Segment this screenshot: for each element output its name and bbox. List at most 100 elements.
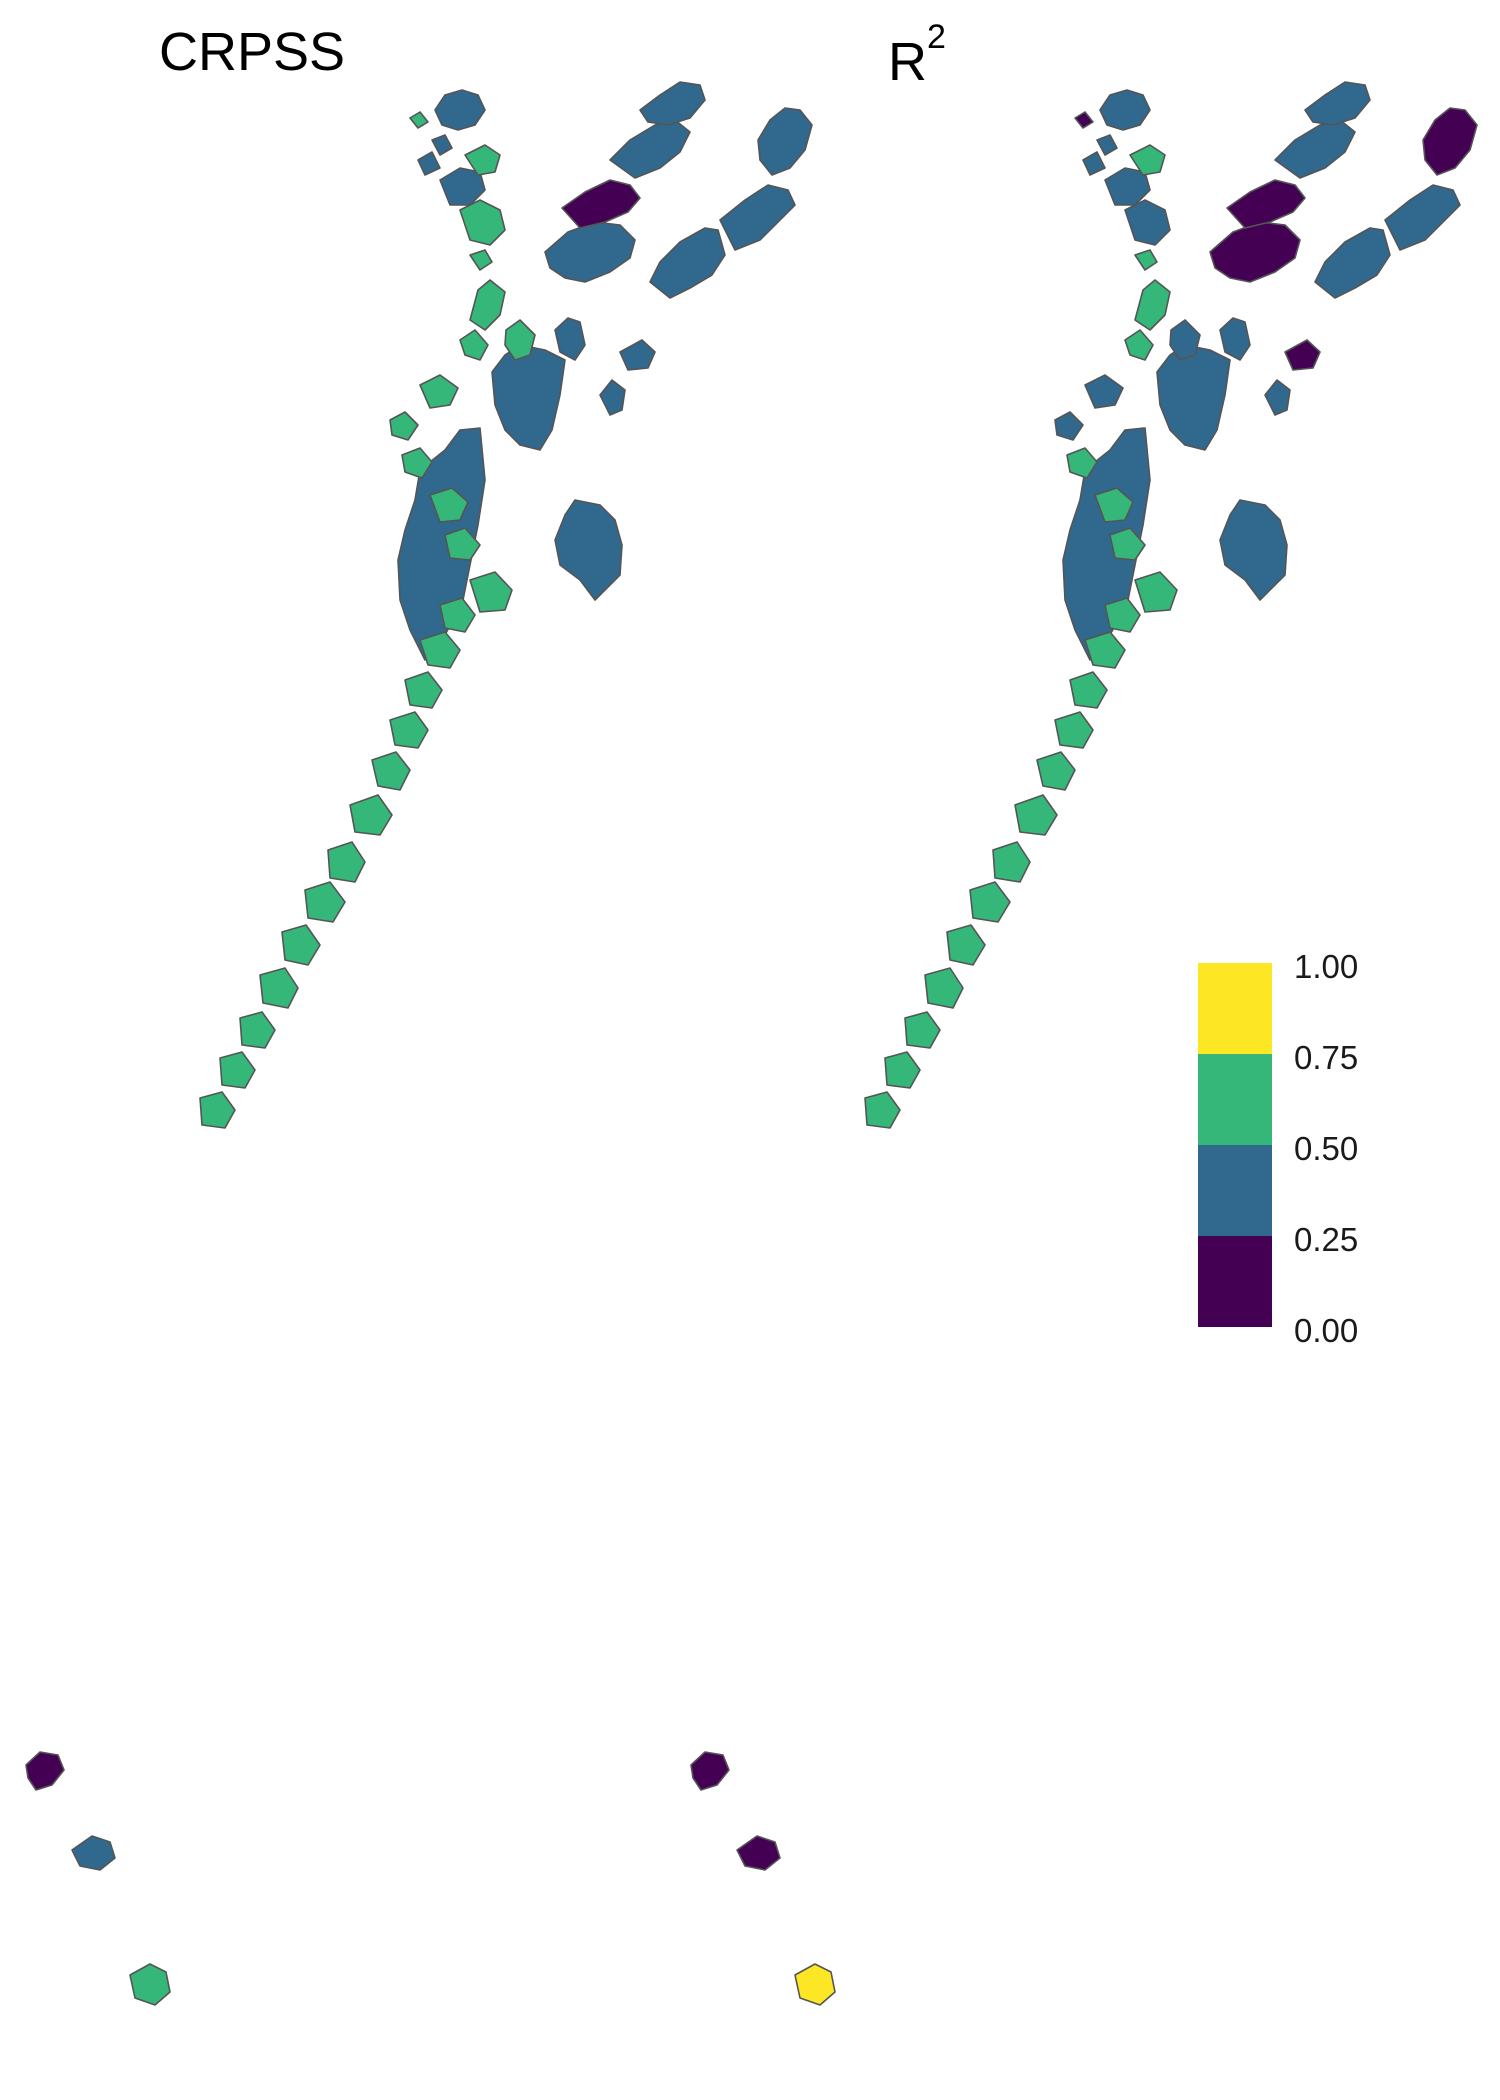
- legend-tick-0.75: 0.75: [1294, 1039, 1358, 1076]
- map-region: [401, 447, 433, 479]
- map-region: [719, 184, 796, 251]
- map-region: [439, 167, 486, 206]
- map-region: [219, 1051, 256, 1089]
- map-region: [1384, 184, 1461, 251]
- map-region: [1099, 89, 1151, 131]
- map-region: [239, 1011, 276, 1049]
- map-region: [419, 631, 461, 669]
- map-region: [1219, 499, 1288, 601]
- map-region: [561, 179, 641, 229]
- map-region: [1264, 379, 1291, 416]
- map-region: [371, 751, 411, 791]
- map-region: [1054, 711, 1094, 749]
- map-region: [304, 881, 346, 923]
- map-region: [1104, 167, 1151, 206]
- map-region: [459, 199, 506, 246]
- map-region: [469, 279, 506, 331]
- legend-tick-0.00: 0.00: [1294, 1312, 1358, 1349]
- map-region: [1226, 179, 1306, 229]
- map-region: [1284, 339, 1321, 371]
- map-region: [639, 81, 706, 126]
- map-region: [649, 227, 726, 299]
- map-region: [1084, 374, 1124, 409]
- map-region: [1422, 107, 1478, 176]
- crpss-title: CRPSS: [159, 22, 345, 82]
- map-region: [404, 671, 443, 709]
- map-region: [1129, 144, 1166, 176]
- map-region: [1062, 427, 1151, 661]
- legend-bin-0.25-0.50: [1198, 1145, 1272, 1236]
- map-region: [1209, 221, 1301, 283]
- map-region: [129, 1963, 171, 2006]
- map-region: [690, 1751, 730, 1791]
- legend-tick-0.50: 0.50: [1294, 1130, 1358, 1167]
- map-region: [1069, 671, 1108, 709]
- map-region: [946, 924, 986, 966]
- map-region: [1134, 279, 1171, 331]
- map-region: [1066, 447, 1098, 479]
- map-region: [259, 967, 299, 1009]
- legend-tick-0.25: 0.25: [1294, 1221, 1358, 1258]
- map-region: [459, 329, 489, 361]
- legend-bin-0.50-0.75: [1198, 1054, 1272, 1145]
- map-region: [1124, 199, 1171, 246]
- map-region: [389, 411, 419, 441]
- map-region: [1082, 151, 1106, 176]
- map-region: [431, 134, 453, 156]
- map-region: [1094, 487, 1134, 523]
- r2-title: R2: [888, 18, 946, 92]
- map-region: [327, 841, 366, 883]
- map-region: [1219, 317, 1251, 361]
- map-region: [491, 344, 566, 451]
- map-region: [349, 794, 393, 836]
- map-region: [71, 1835, 116, 1871]
- color-legend: 1.00 0.75 0.50 0.25 0.00: [1198, 948, 1358, 1349]
- map-region: [469, 571, 513, 613]
- map-region: [969, 881, 1011, 923]
- map-region: [504, 319, 536, 361]
- map-region: [429, 487, 469, 523]
- south-map-crpss: [25, 89, 536, 2006]
- legend-bin-0.00-0.25: [1198, 1236, 1272, 1327]
- map-region: [1274, 119, 1356, 179]
- map-region: [884, 1051, 921, 1089]
- map-region: [554, 317, 586, 361]
- map-region: [1169, 319, 1201, 361]
- map-region: [1134, 249, 1158, 271]
- map-region: [619, 339, 656, 371]
- map-region: [1304, 81, 1371, 126]
- map-region: [736, 1835, 781, 1871]
- map-region: [757, 107, 813, 176]
- map-region: [992, 841, 1031, 883]
- map-region: [417, 151, 441, 176]
- map-region: [794, 1963, 836, 2006]
- map-region: [409, 111, 429, 129]
- map-region: [1314, 227, 1391, 299]
- map-region: [1096, 134, 1118, 156]
- map-region: [464, 144, 501, 176]
- map-region: [1109, 527, 1146, 561]
- map-region: [469, 249, 493, 271]
- map-region: [419, 374, 459, 409]
- map-region: [397, 427, 486, 661]
- map-region: [924, 967, 964, 1009]
- map-region: [554, 499, 623, 601]
- map-region: [599, 379, 626, 416]
- map-region: [389, 711, 429, 749]
- map-region: [25, 1751, 65, 1791]
- map-region: [1084, 631, 1126, 669]
- map-region: [434, 89, 486, 131]
- map-region: [444, 527, 481, 561]
- map-region: [609, 119, 691, 179]
- north-map-crpss: [397, 81, 813, 661]
- map-region: [281, 924, 321, 966]
- map-region: [1074, 111, 1094, 129]
- north-map-r2: [1062, 81, 1478, 661]
- legend-tick-1.00: 1.00: [1294, 948, 1358, 985]
- map-region: [1054, 411, 1084, 441]
- south-map-r2: [690, 89, 1201, 2006]
- map-region: [904, 1011, 941, 1049]
- map-region: [1104, 597, 1141, 633]
- legend-bin-0.75-1.00: [1198, 963, 1272, 1054]
